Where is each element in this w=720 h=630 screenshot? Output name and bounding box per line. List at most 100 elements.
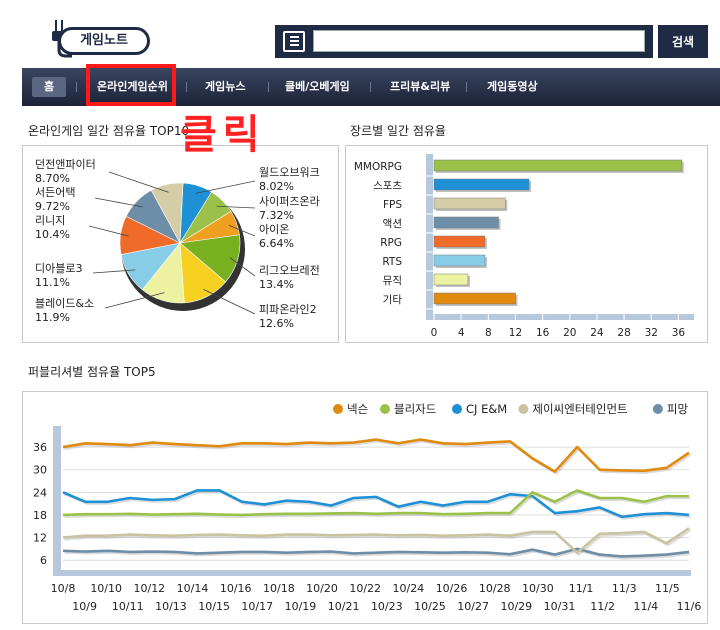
pie-label: 디아블로3 11.1% [35,262,82,290]
bar-x-tick-label: 32 [645,327,658,339]
pie-chart [88,171,256,315]
pie-leader-line [229,257,256,277]
pie-leader-line [228,224,256,237]
legend-label: 블리자드 [394,402,436,416]
line-x-tick-label: 10/16 [220,582,252,595]
pie-label-name: 리그오브레전 [259,264,320,277]
line-section-title: 퍼블리셔별 점유율 TOP5 [28,365,156,379]
bar-x-tick-label: 8 [485,327,492,339]
nav-game-news[interactable]: 게임뉴스 [205,80,246,93]
legend-marker [380,404,390,414]
line-x-tick-label: 10/29 [500,600,532,613]
pie-label-value: 9.72% [35,200,70,213]
line-x-tick-label: 10/23 [371,600,403,613]
pie-label: 피파온라인2 12.6% [259,303,317,331]
series-line-shadow [64,549,691,560]
series-line-shadow [64,491,691,518]
bar-x-tick-label: 36 [672,327,686,339]
line-x-tick-label: 10/28 [479,582,511,595]
line-x-tick-label: 11/2 [590,600,615,613]
line-y-tick-label: 18 [33,509,47,522]
line-y-tick-label: 6 [40,554,47,567]
line-x-tick-label: 10/21 [328,600,360,613]
bar-category-label: 스포츠 [373,180,402,192]
line-x-tick-label: 10/11 [112,600,144,613]
nav-online-game-ranking[interactable]: 온라인게임순위 [97,80,168,93]
line-x-tick-label: 10/24 [393,582,425,595]
bar-category-label: MMORPG [354,161,402,173]
line-x-tick-label: 10/12 [133,582,165,595]
logo-text: 게임노트 [80,33,128,48]
legend-label: 피망 [667,402,689,416]
main-nav: 홈 온라인게임순위 게임뉴스 클베/오베게임 프리뷰&리뷰 게임동영상 [22,68,720,106]
pie-label-value: 8.02% [259,180,294,193]
bar-x-tick-label: 12 [509,327,522,339]
bar [433,216,499,229]
line-x-tick-label: 11/6 [677,600,702,613]
pie-leader-line [94,197,143,208]
bar-category-label: 기타 [383,294,403,306]
bar [433,254,486,267]
pie-label-value: 12.6% [259,317,294,330]
bar-x-tick-label: 24 [590,327,604,339]
line-x-tick-label: 10/10 [90,582,122,595]
pie-leader-line [104,292,165,309]
pie-label: 리그오브레전 13.4% [259,264,320,292]
notebook-icon [283,31,305,52]
bar-x-axis [426,314,694,320]
nav-separator [76,82,77,92]
pie-label: 던전앤파이터 8.70% [35,158,96,186]
bar-category-label: RTS [382,256,402,268]
line-x-tick-label: 10/18 [263,582,295,595]
legend-marker [452,404,462,414]
line-y-tick-label: 30 [33,464,47,477]
pie-label-name: 월드오브워크 [259,166,320,179]
line-y-tick-label: 12 [33,532,47,545]
search-button[interactable]: 검색 [658,25,708,58]
nav-home[interactable]: 홈 [32,77,66,97]
nav-game-videos[interactable]: 게임동영상 [487,80,538,93]
line-x-tick-label: 10/31 [544,600,576,613]
line-chart: 넥슨 블리자드 CJ E&M 제이씨엔터테인먼트 피망 6 12 18 24 30 36 10/8 10… [33,402,702,613]
pie-label-name: 던전앤파이터 [35,158,96,171]
pie-label: 리니지 10.4% [35,214,70,242]
line-x-tick-label: 10/17 [241,600,273,613]
pie-leader-line [88,225,129,237]
line-x-tick-label: 10/26 [436,582,468,595]
pie-label-name: 블레이드&소 [35,297,95,310]
line-y-tick-label: 36 [33,441,47,454]
series-line [62,547,690,558]
pie-label-value: 10.4% [35,228,70,241]
pie-label: 서든어택 9.72% [35,186,75,214]
bar-y-axis [426,154,433,314]
search-input[interactable] [313,30,645,52]
series-line [62,489,689,517]
series-line [62,527,690,554]
pie-label-name: 사이퍼즈온라 [259,195,320,208]
bar-x-tick-label: 16 [536,327,550,339]
bar-category-label: FPS [383,199,402,211]
bar-x-tick-label: 28 [617,327,630,339]
nav-preview-review[interactable]: 프리뷰&리뷰 [390,80,451,93]
nav-separator [466,82,467,92]
bar [433,235,486,248]
line-x-tick-label: 10/30 [522,582,554,595]
bar [433,197,506,210]
bar-section-title: 장르별 일간 점유율 [350,124,446,138]
line-y-tick-label: 24 [33,486,47,499]
line-x-axis [53,570,691,576]
legend-label: CJ E&M [466,402,507,416]
pie-label-value: 11.9% [35,311,70,324]
pie-leader-line [216,205,256,209]
line-y-axis [53,426,61,574]
nav-separator [370,82,371,92]
line-x-tick-label: 10/13 [155,600,187,613]
site-logo[interactable]: 게임노트 [42,16,154,60]
legend-label: 제이씨엔터테인먼트 [532,402,627,416]
nav-beta-games[interactable]: 클베/오베게임 [285,80,350,93]
pie-panel: 월드오브워크 8.02% 사이퍼즈온라 7.32% 아이온 6.64% 리그오브레전 13.4… [22,145,339,343]
legend-label: 넥슨 [347,402,368,416]
bar-panel: 0 4 8 12 16 20 24 28 32 36 MMORPG 스포츠 FPS 액션 RPG RTS 뮤직 기… [345,145,708,343]
line-panel: 넥슨 블리자드 CJ E&M 제이씨엔터테인먼트 피망 6 12 18 24 30 36 10/8 10… [22,391,708,624]
bar-x-tick-label: 0 [431,327,438,339]
